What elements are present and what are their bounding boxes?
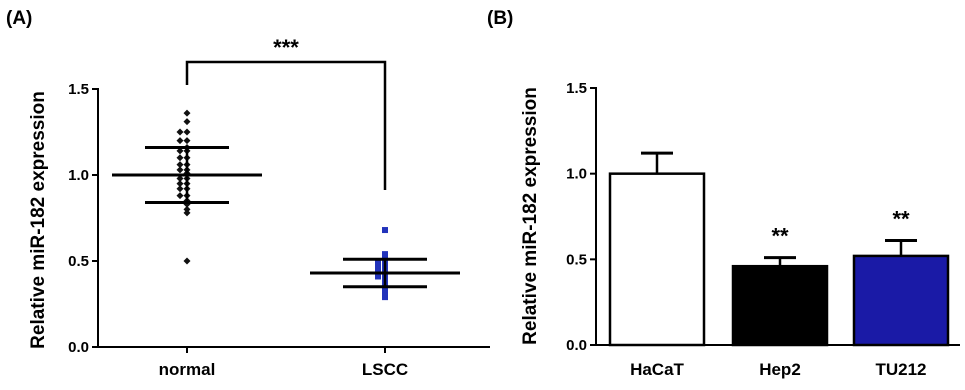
significance-label: ** [771,224,789,249]
data-point [176,137,184,145]
panel-b-marks: ** ** [608,151,950,347]
x-category-label: TU212 [875,360,926,379]
significance-bracket [185,60,387,190]
data-point [382,294,388,301]
panel-b-label: (B) [487,8,513,29]
data-point [176,166,184,174]
data-point [183,118,191,126]
data-point [382,251,388,258]
x-category-label: LSCC [362,360,408,379]
x-category-label: Hep2 [759,360,801,379]
data-point [183,109,191,117]
significance-label: ** [892,206,910,231]
y-tick-label: 0.5 [566,251,587,268]
y-tick-label: 1.5 [566,80,587,97]
y-tick-label: 0.0 [68,339,89,356]
bar [731,264,829,347]
data-point [183,128,191,136]
significance-annotation: *** [273,35,299,60]
y-tick-label: 1.5 [68,81,89,98]
data-point [382,227,388,234]
y-tick-label: 1.0 [566,166,587,183]
panel-b: (B) Relative miR-182 expression 0.0 0.5 1.… [487,8,960,379]
data-point [382,254,388,261]
data-point [176,154,184,162]
panel-a-marks: *** [112,35,460,301]
data-point [382,285,388,292]
x-category-label: HaCaT [630,360,684,379]
data-point [183,209,191,217]
data-point [176,185,184,193]
data-point [176,174,184,182]
data-point [183,137,191,145]
data-point [176,128,184,136]
data-point [375,261,381,268]
data-point [176,180,184,188]
y-tick-label: 0.0 [566,337,587,354]
panel-a: (A) Relative miR-182 expression 0.0 0.5 1.… [6,8,490,379]
data-point [382,288,388,295]
x-category-label: normal [159,360,216,379]
data-point [375,273,381,280]
data-point [176,192,184,200]
bar [608,172,706,347]
data-point [176,147,184,155]
data-point [176,161,184,169]
y-tick-label: 1.0 [68,167,89,184]
data-point [375,258,381,264]
panel-b-y-axis-label: Relative miR-182 expression [520,87,541,345]
data-point [183,257,191,265]
panel-a-axes: 0.0 0.5 1.0 1.5 normal LSCC [68,81,490,379]
panel-a-y-axis-label: Relative miR-182 expression [28,91,49,349]
panel-a-label: (A) [6,8,32,29]
y-tick-label: 0.5 [68,253,89,270]
bar [852,254,950,347]
